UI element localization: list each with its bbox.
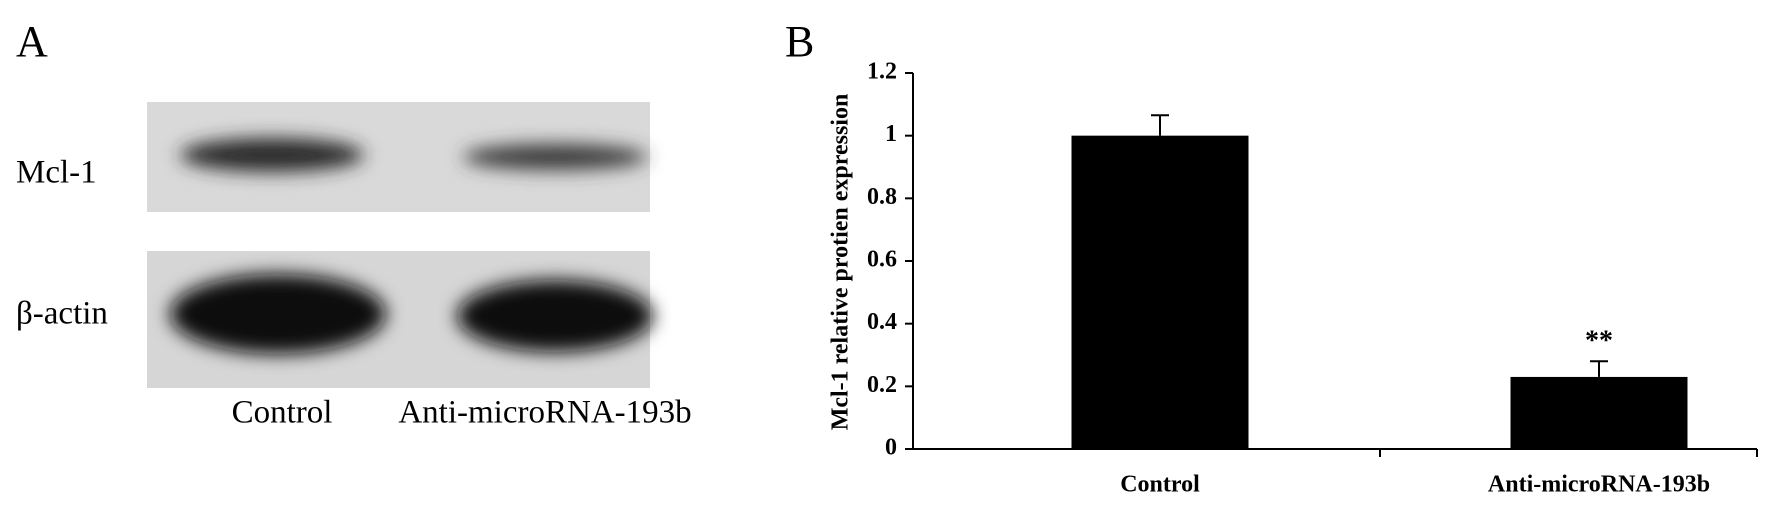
y-tick-label: 0 [885,435,897,461]
panel-label: B [785,17,814,66]
panel-label: A [16,17,48,66]
x-tick-label: Anti-microRNA-193b [1488,472,1710,498]
blot-row-label: Mcl-1 [16,155,97,191]
band [170,274,386,354]
band [457,280,653,352]
blot-lane-label: Control [232,395,333,431]
band [180,138,364,172]
y-tick-label: 1.2 [867,59,897,85]
y-tick-label: 1 [885,121,897,147]
y-tick-label: 0.4 [867,309,897,335]
x-tick-label: Control [1120,472,1200,498]
annotation: ** [1585,326,1613,357]
blot-lane-label: Anti-microRNA-193b [398,395,691,431]
bar [1071,135,1249,449]
y-tick-label: 0.8 [867,184,897,210]
y-axis-label: Mcl-1 relative protien expression [828,94,854,431]
y-tick-label: 0.2 [867,372,897,398]
y-tick-label: 0.6 [867,247,897,273]
band [463,144,647,170]
bar [1510,376,1688,449]
blot-bands [170,138,653,354]
blot-row-label: β-actin [16,296,108,332]
